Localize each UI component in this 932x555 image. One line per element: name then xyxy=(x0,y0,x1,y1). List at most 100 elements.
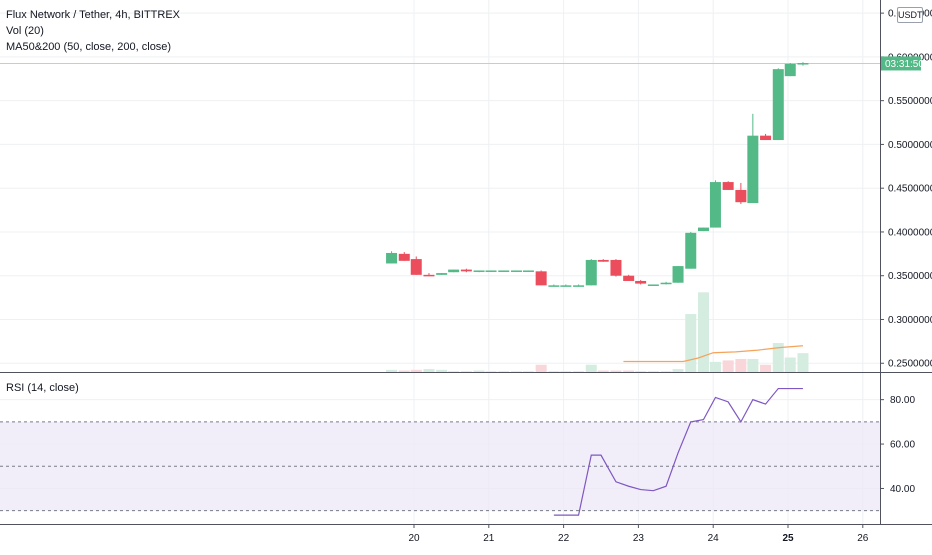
last-price-badge-bg xyxy=(881,56,921,71)
candle xyxy=(610,259,622,277)
candle xyxy=(772,68,784,141)
rsi-indicator-label[interactable]: RSI (14, close) xyxy=(6,382,79,394)
volume-bar xyxy=(635,371,647,373)
rsi-tick-label: 80.00 xyxy=(890,395,915,406)
candle xyxy=(535,270,547,286)
candle xyxy=(498,270,510,272)
candle-body xyxy=(610,259,622,276)
candle xyxy=(473,270,485,273)
candle-body xyxy=(735,189,747,203)
volume-bar xyxy=(660,371,672,373)
candle-body xyxy=(485,270,497,272)
candle-body xyxy=(573,285,585,287)
candle xyxy=(797,62,809,66)
ma-line xyxy=(623,345,804,363)
candle-body xyxy=(722,182,734,190)
ma-indicator-label[interactable]: MA50&200 (50, close, 200, close) xyxy=(6,41,172,53)
volume-bar xyxy=(448,371,460,373)
candle xyxy=(672,266,684,283)
volume-bar xyxy=(722,360,734,372)
candle xyxy=(722,181,734,190)
volume-bar xyxy=(560,371,572,373)
rsi-tick-label: 60.00 xyxy=(890,440,915,451)
volume-indicator-label[interactable]: Vol (20) xyxy=(6,25,44,37)
candle xyxy=(735,182,747,204)
candle xyxy=(623,274,635,281)
volume-bar xyxy=(510,371,522,373)
candle-body xyxy=(585,259,597,286)
time-axis: 20 21 22 23 24 25 26 xyxy=(408,524,869,544)
candle xyxy=(560,284,572,287)
candle-body xyxy=(510,270,522,272)
candle xyxy=(784,63,796,77)
volume-bar xyxy=(485,371,497,373)
volume-bar xyxy=(473,370,485,372)
price-tick-label: 0.30000000 xyxy=(888,315,932,326)
volume-bar xyxy=(522,371,534,373)
volume-bar xyxy=(597,370,609,372)
candle-body xyxy=(560,285,572,287)
candle-body xyxy=(597,259,609,262)
candle-body xyxy=(398,253,410,261)
candle xyxy=(485,270,497,272)
volume-bar xyxy=(623,370,635,372)
volume-bar xyxy=(398,370,410,372)
candle-body xyxy=(436,273,448,275)
volume-bar xyxy=(709,361,721,372)
candle-body xyxy=(685,232,697,269)
candle-body xyxy=(784,63,796,77)
candle-body xyxy=(697,227,709,232)
volume-bar xyxy=(548,371,560,373)
symbol-title: Flux Network / Tether, 4h, BITTREX xyxy=(6,9,181,21)
candle xyxy=(386,251,398,264)
volume-bar xyxy=(423,369,435,372)
volume-bar xyxy=(585,364,597,372)
candle xyxy=(573,284,585,287)
time-tick-label: 24 xyxy=(708,533,720,544)
time-tick-label: 25 xyxy=(782,533,794,544)
candle-body xyxy=(660,282,672,285)
volume-bar xyxy=(460,371,472,373)
candle-body xyxy=(548,285,560,287)
candle xyxy=(398,252,410,261)
volume-bar xyxy=(772,343,784,372)
candle xyxy=(522,270,534,272)
price-tick-label: 0.25000000 xyxy=(888,359,932,370)
candle xyxy=(747,113,759,204)
last-price-badge-label: 03:31:50 xyxy=(885,59,924,70)
candle-body xyxy=(772,69,784,141)
volume-layer xyxy=(386,292,809,373)
candle-body xyxy=(448,269,460,273)
volume-bar xyxy=(760,364,772,372)
candle-body xyxy=(760,135,772,141)
last-price-badge: 03:31:50 xyxy=(881,56,924,71)
volume-bar xyxy=(498,371,510,373)
candle xyxy=(635,280,647,285)
price-tick-label: 0.35000000 xyxy=(888,271,932,282)
candle-body xyxy=(672,266,684,283)
price-tick-label: 0.55000000 xyxy=(888,96,932,107)
time-tick-label: 23 xyxy=(633,533,645,544)
candle-body xyxy=(498,270,510,272)
volume-bar xyxy=(573,371,585,373)
candle xyxy=(448,269,460,273)
candle-body xyxy=(410,259,422,275)
candle xyxy=(685,231,697,269)
price-axis: 0.650000000.600000000.550000000.50000000… xyxy=(880,9,932,370)
currency-button[interactable]: USDT xyxy=(897,7,923,23)
price-tick-label: 0.40000000 xyxy=(888,227,932,238)
rsi-tick-label: 40.00 xyxy=(890,484,915,495)
candle xyxy=(660,281,672,285)
time-tick-label: 20 xyxy=(408,533,420,544)
candle xyxy=(548,284,560,287)
candle xyxy=(709,180,721,228)
candle-body xyxy=(747,135,759,204)
candle xyxy=(436,273,448,275)
volume-bar xyxy=(735,358,747,372)
volume-bar xyxy=(747,358,759,372)
volume-bar xyxy=(436,369,448,372)
candle-body xyxy=(460,269,472,272)
candle-body xyxy=(423,274,435,277)
